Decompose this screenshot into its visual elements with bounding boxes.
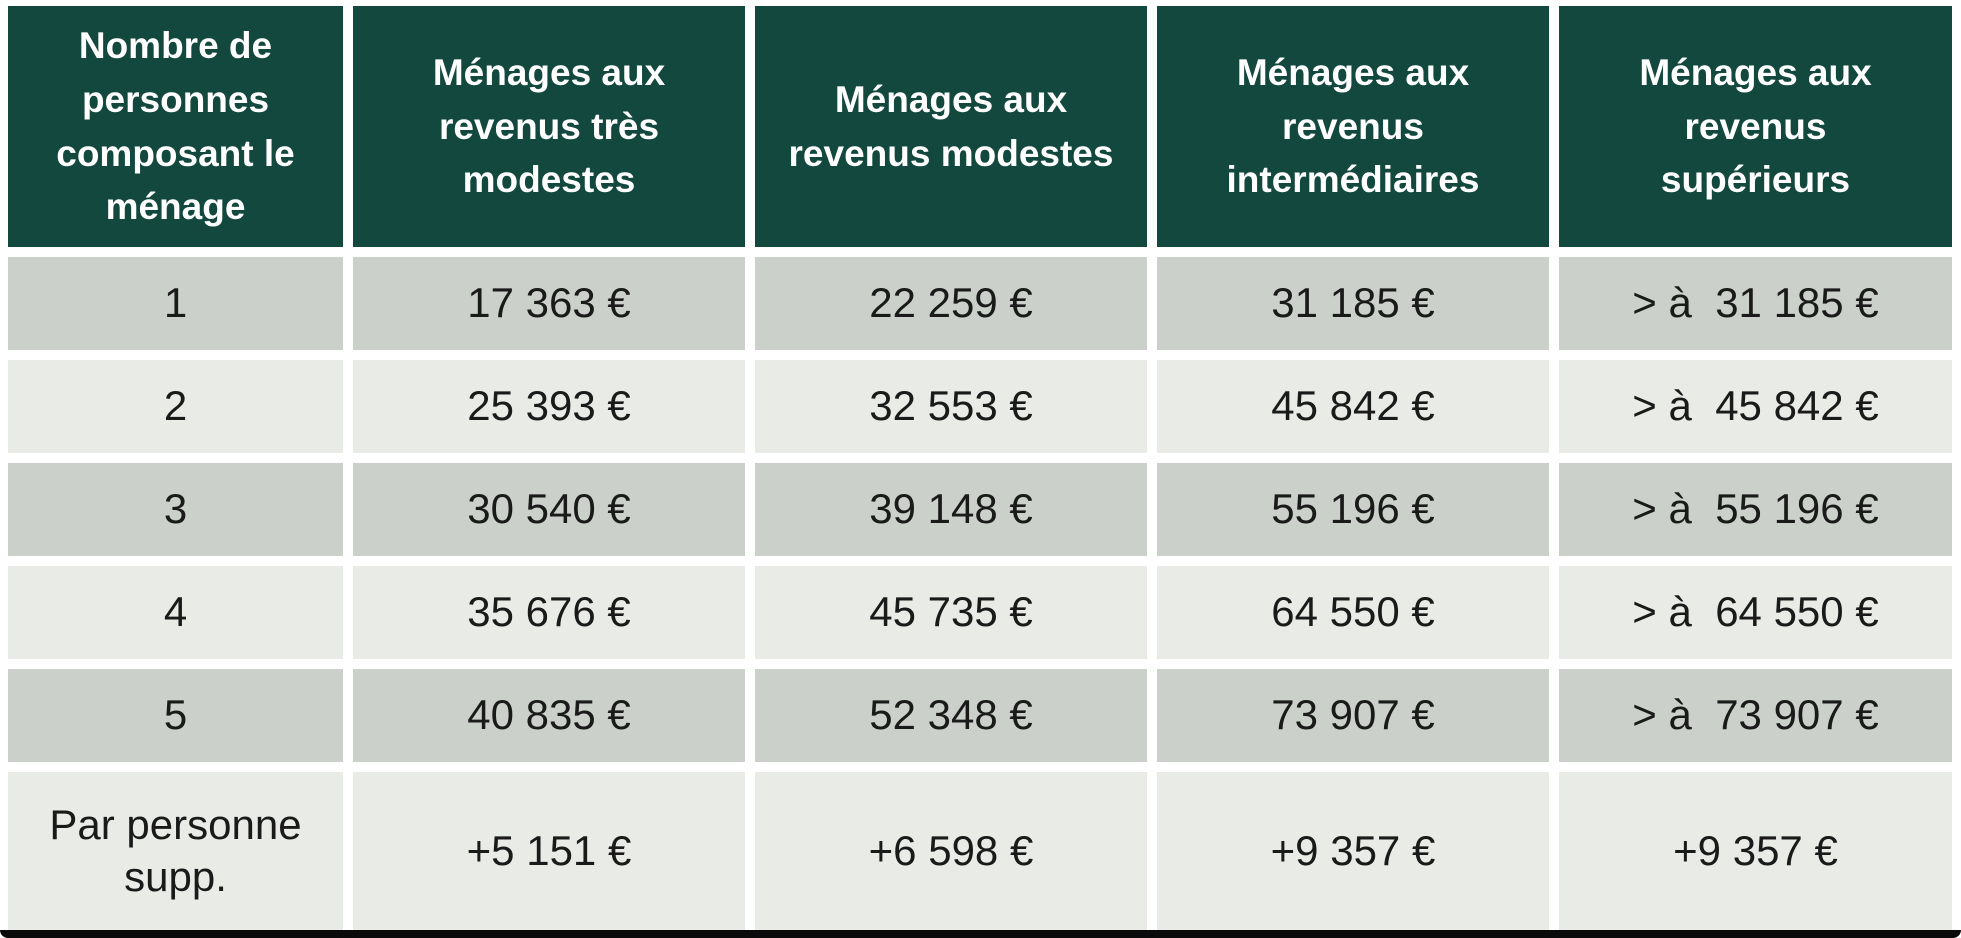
table-cell: 30 540 € xyxy=(353,463,745,556)
table-cell: 64 550 € xyxy=(1157,566,1549,659)
table-cell: 45 842 € xyxy=(1157,360,1549,453)
column-header-household-size: Nombre de personnes composant le ménage xyxy=(8,6,343,247)
table-cell: 39 148 € xyxy=(755,463,1147,556)
row-label-per-additional-person: Par personne supp. xyxy=(8,772,343,930)
table-cell: 31 185 € xyxy=(1157,257,1549,350)
table-cell: > à 31 185 € xyxy=(1559,257,1952,350)
table-cell: > à 73 907 € xyxy=(1559,669,1952,762)
column-header-very-modest-income: Ménages aux revenus très modestes xyxy=(353,6,745,247)
bottom-edge-bar xyxy=(0,930,1961,938)
table-cell: +9 357 € xyxy=(1559,772,1952,930)
table-cell: 32 553 € xyxy=(755,360,1147,453)
row-label: 2 xyxy=(8,360,343,453)
table-cell: > à 55 196 € xyxy=(1559,463,1952,556)
column-header-modest-income: Ménages aux revenus modestes xyxy=(755,6,1147,247)
table-cell: +9 357 € xyxy=(1157,772,1549,930)
table-cell: 25 393 € xyxy=(353,360,745,453)
table-cell: +5 151 € xyxy=(353,772,745,930)
table-cell: 55 196 € xyxy=(1157,463,1549,556)
table-cell: 45 735 € xyxy=(755,566,1147,659)
table-cell: 35 676 € xyxy=(353,566,745,659)
table-cell: 22 259 € xyxy=(755,257,1147,350)
table-cell: 73 907 € xyxy=(1157,669,1549,762)
table-cell: 52 348 € xyxy=(755,669,1147,762)
table-cell: 17 363 € xyxy=(353,257,745,350)
row-label: 5 xyxy=(8,669,343,762)
row-label: 1 xyxy=(8,257,343,350)
table-cell: > à 64 550 € xyxy=(1559,566,1952,659)
column-header-superior-income: Ménages aux revenus supérieurs xyxy=(1559,6,1952,247)
table-cell: > à 45 842 € xyxy=(1559,360,1952,453)
row-label: 4 xyxy=(8,566,343,659)
table-cell: +6 598 € xyxy=(755,772,1147,930)
table-cell: 40 835 € xyxy=(353,669,745,762)
column-header-intermediate-income: Ménages aux revenus intermédiaires xyxy=(1157,6,1549,247)
row-label: 3 xyxy=(8,463,343,556)
